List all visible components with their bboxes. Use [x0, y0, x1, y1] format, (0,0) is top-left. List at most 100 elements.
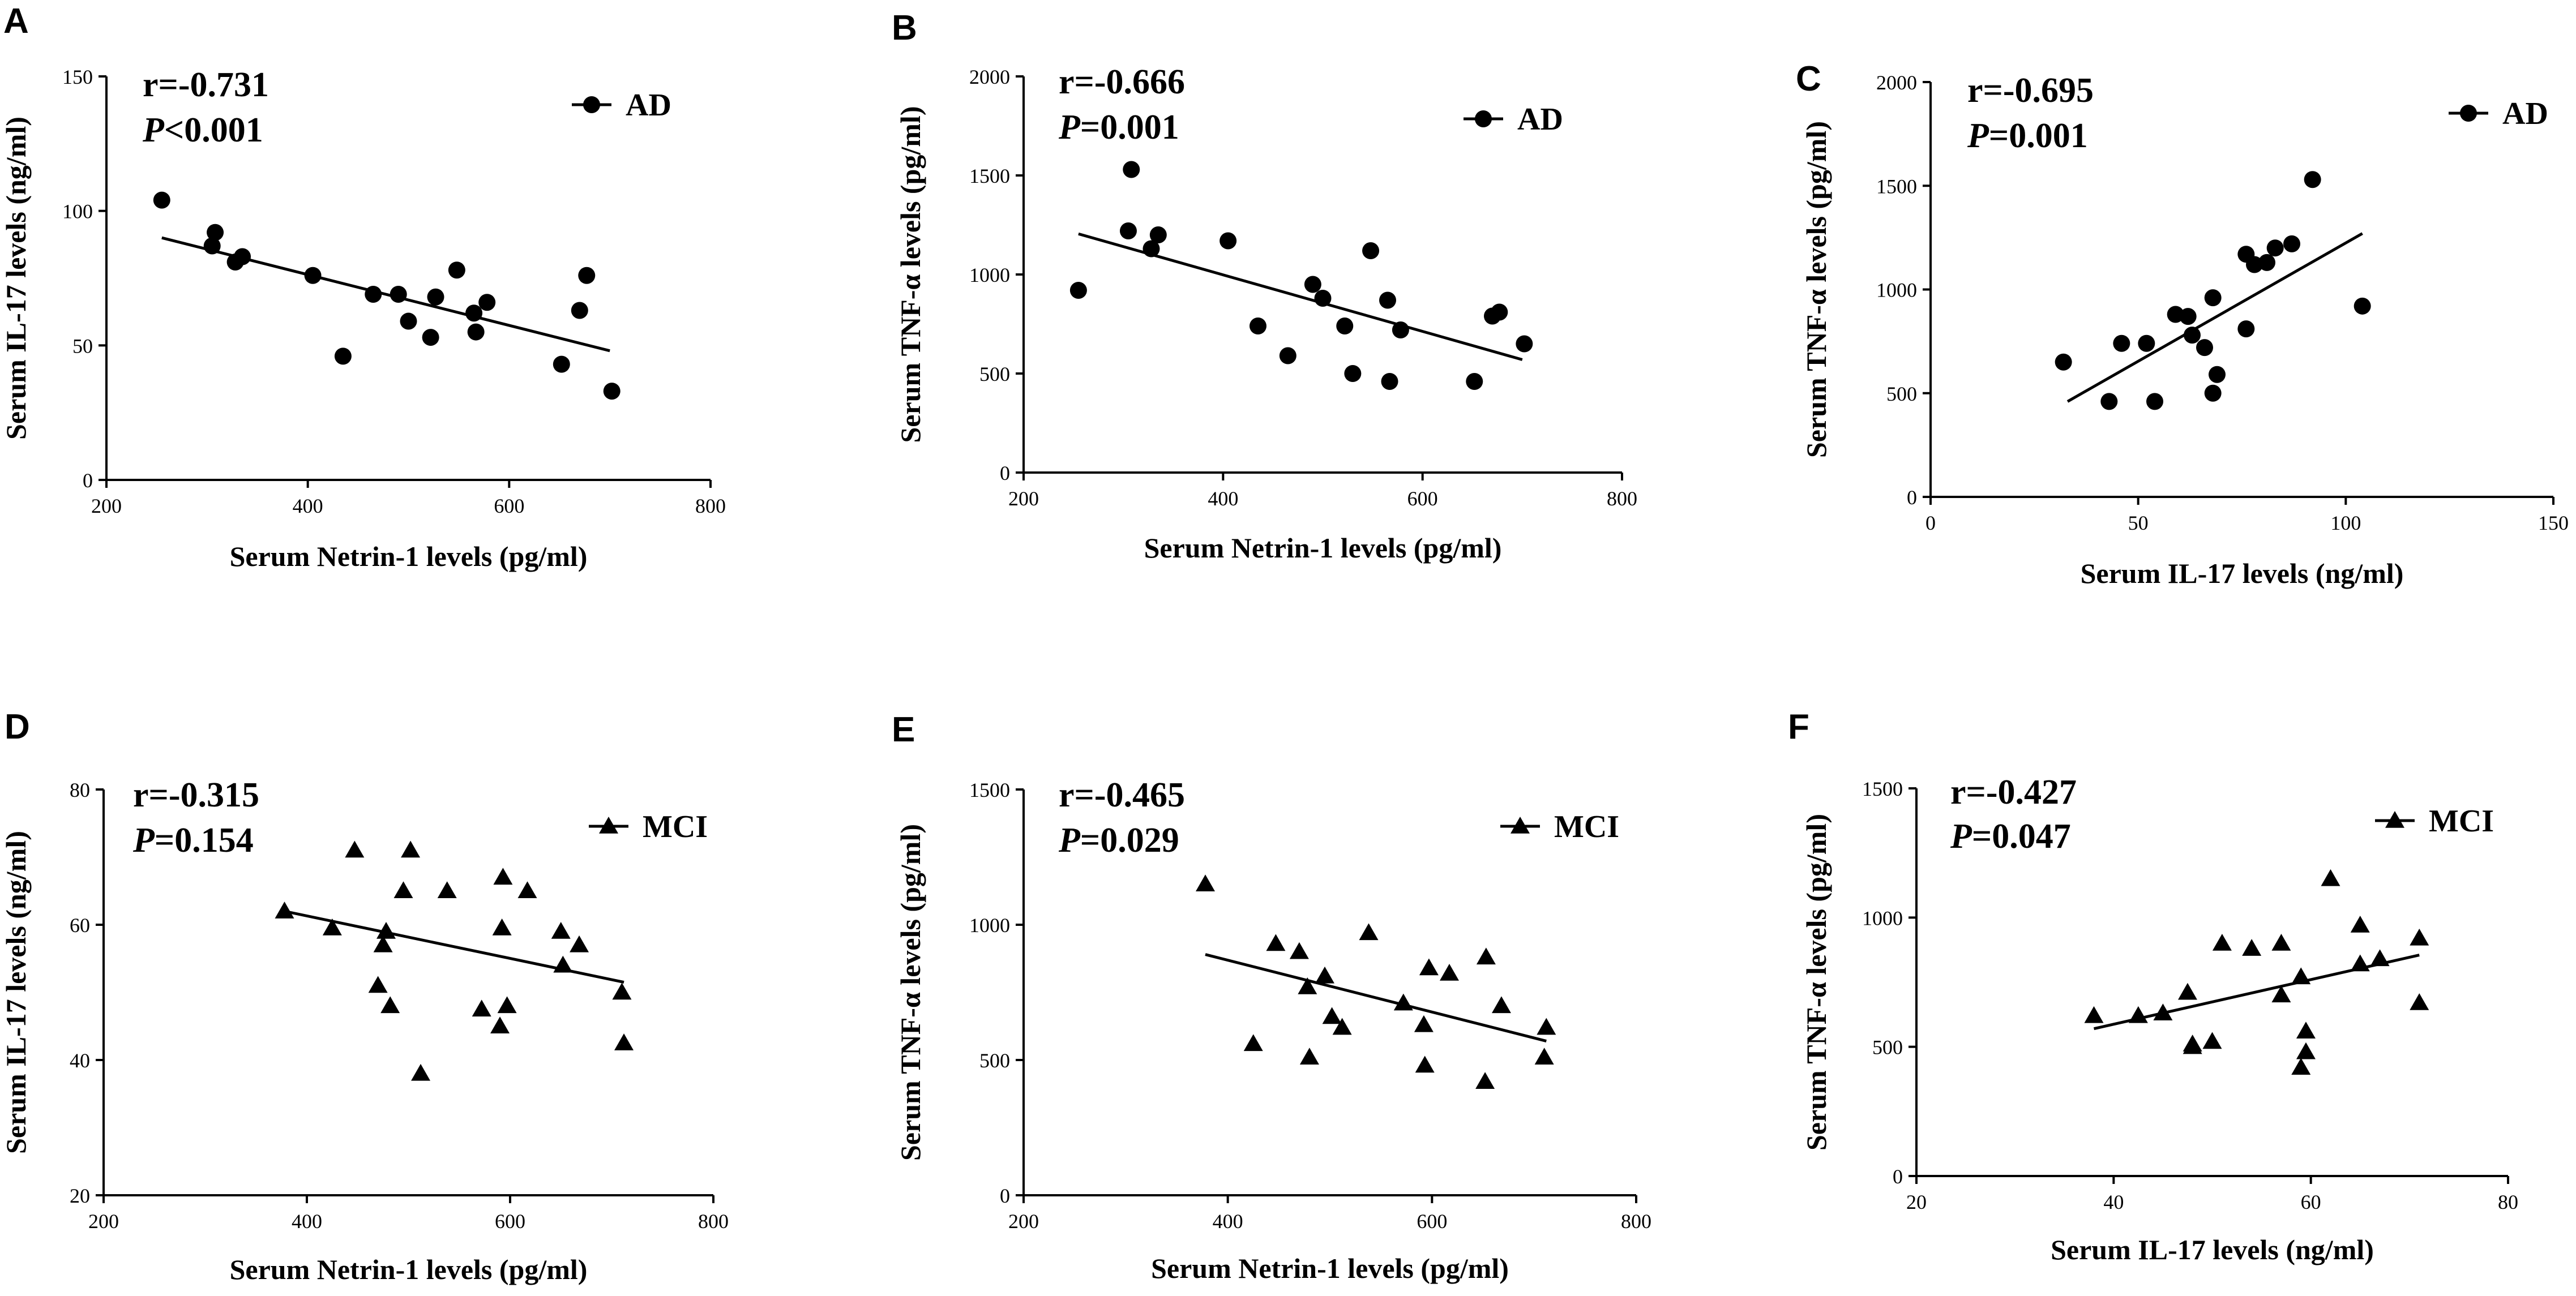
p-number: =0.154	[155, 821, 254, 860]
data-point	[376, 921, 396, 939]
y-tick-label: 1000	[1876, 279, 1917, 302]
panel-a: A 0 50 100 150 200 400 600 800 Serum Netrin-1 lev…	[0, 2, 726, 572]
x-tick-label: 40	[2103, 1191, 2124, 1213]
data-point	[1344, 365, 1362, 382]
legend-marker	[583, 96, 600, 113]
data-point	[2100, 393, 2118, 410]
data-point	[2183, 1035, 2202, 1052]
legend: MCI	[589, 809, 708, 844]
p-symbol: P	[1058, 821, 1081, 860]
legend-marker	[599, 817, 618, 834]
x-tick-label: 60	[2301, 1191, 2321, 1213]
data-point	[2177, 982, 2197, 1000]
y-tick-label: 500	[979, 363, 1010, 385]
data-point	[2204, 289, 2222, 307]
data-point	[1336, 317, 1354, 334]
data-point	[2291, 1058, 2311, 1075]
data-point	[1362, 242, 1380, 259]
data-point	[153, 191, 170, 209]
x-tick-label: 800	[1621, 1210, 1651, 1233]
data-point	[2204, 384, 2222, 402]
data-point	[1381, 373, 1398, 390]
p-value: P<0.001	[142, 111, 263, 149]
legend-label: MCI	[2429, 804, 2494, 839]
data-point	[1491, 996, 1511, 1014]
data-point	[2128, 1006, 2148, 1023]
p-number: <0.001	[164, 111, 263, 149]
y-tick-label: 150	[62, 66, 93, 88]
y-axis-label: Serum TNF-α levels (pg/ml)	[895, 824, 926, 1161]
data-point	[2321, 869, 2340, 886]
panel-letter: E	[892, 710, 915, 749]
data-point	[467, 323, 485, 341]
data-point	[1537, 1018, 1556, 1035]
data-point	[380, 996, 400, 1014]
data-point	[1534, 1048, 1554, 1065]
data-point	[1314, 290, 1332, 307]
legend-label: AD	[2502, 96, 2548, 131]
y-tick-label: 0	[83, 469, 93, 492]
data-point	[411, 1063, 431, 1081]
x-axis-label: Serum Netrin-1 levels (pg/ml)	[1151, 1252, 1509, 1284]
data-point	[1379, 291, 1397, 309]
x-tick-label: 150	[2538, 512, 2569, 534]
regression-line	[1205, 953, 1547, 1042]
data-point	[2153, 1003, 2173, 1021]
data-point	[2370, 949, 2390, 967]
data-point	[1322, 1007, 1342, 1024]
panel-letter: C	[1796, 59, 1821, 98]
regression-line	[2066, 232, 2363, 403]
data-point	[2202, 1032, 2222, 1049]
data-point	[422, 329, 439, 346]
data-point	[1419, 958, 1439, 976]
x-axis-label: Serum Netrin-1 levels (pg/ml)	[230, 540, 588, 572]
data-point	[492, 918, 512, 935]
panel-c: C 0 500 1000 1500 2000 0 50 100 150 Serum IL-17 le…	[1796, 59, 2569, 589]
data-point	[2296, 1022, 2316, 1039]
data-point	[1069, 282, 1087, 299]
data-point	[1476, 947, 1496, 965]
data-point	[603, 383, 621, 400]
p-value: P=0.047	[1950, 817, 2071, 856]
panel-letter: B	[892, 8, 917, 48]
x-tick-label: 800	[695, 495, 726, 517]
x-tick-label: 200	[91, 495, 122, 517]
data-point	[1299, 1048, 1319, 1065]
data-point	[2179, 308, 2197, 325]
data-point	[1315, 966, 1334, 984]
legend-marker	[2460, 105, 2477, 122]
y-tick-label: 40	[70, 1049, 90, 1072]
x-tick-label: 200	[1008, 487, 1039, 510]
legend: MCI	[2375, 804, 2494, 839]
p-number: =0.047	[1972, 817, 2071, 856]
data-point	[1195, 874, 1215, 892]
y-tick-label: 2000	[1876, 71, 1917, 94]
p-number: =0.029	[1080, 821, 1179, 860]
data-point	[2296, 1042, 2316, 1059]
y-axis-label: Serum TNF-α levels (pg/ml)	[895, 106, 926, 443]
data-point	[2084, 1006, 2104, 1023]
y-tick-label: 500	[1886, 383, 1917, 405]
data-point	[437, 881, 457, 898]
data-point	[334, 347, 352, 365]
data-point	[1516, 335, 1533, 353]
data-point	[345, 840, 365, 858]
data-point	[448, 261, 465, 279]
data-point	[1304, 276, 1321, 293]
data-point	[2266, 239, 2284, 257]
data-point	[2350, 954, 2370, 972]
x-tick-label: 600	[1407, 487, 1438, 510]
y-axis-label: Serum TNF-α levels (pg/ml)	[1800, 121, 1832, 458]
y-tick-label: 1000	[1862, 907, 1903, 929]
y-tick-label: 1500	[1876, 175, 1917, 198]
data-point	[2237, 320, 2255, 338]
panel-d: D 20 40 60 80 200 400 600 800 Serum Netrin-1 leve…	[0, 707, 729, 1285]
data-point	[368, 976, 388, 993]
regression-line	[161, 236, 610, 353]
data-point	[2242, 939, 2262, 956]
y-tick-label: 0	[1000, 1185, 1010, 1207]
y-tick-label: 1500	[1862, 778, 1903, 800]
p-number: =0.001	[1989, 117, 2088, 155]
x-tick-label: 400	[1208, 487, 1238, 510]
data-point	[1415, 1055, 1435, 1073]
